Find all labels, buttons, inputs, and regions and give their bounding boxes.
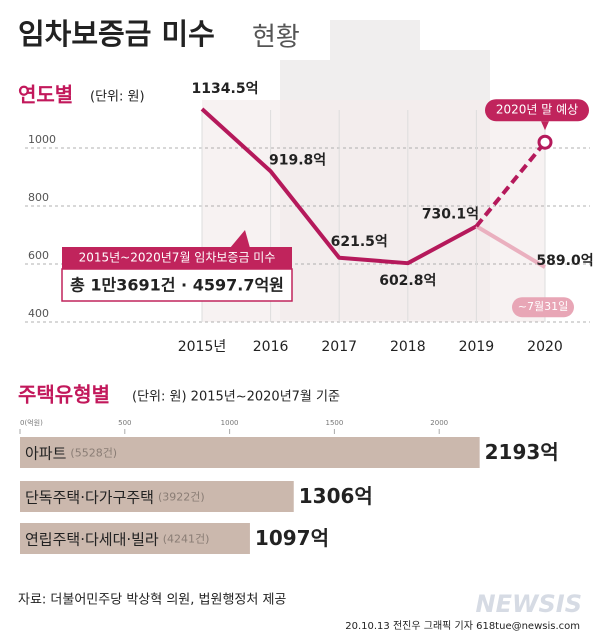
value-label: 621.5억 <box>331 234 388 250</box>
x-tick-label: 2015년 <box>178 339 227 355</box>
annotation-pointer <box>230 230 250 248</box>
callout-box <box>512 297 574 318</box>
unit: (단위: 원) 2015년~2020년7월 기준 <box>132 390 340 405</box>
credit: 20.10.13 전진우 그래픽 기자 618tue@newsis.com <box>345 620 580 632</box>
value-label: 2193억 <box>485 440 559 464</box>
title: 임차보증금 미수 <box>18 17 215 51</box>
bar <box>20 523 250 554</box>
category-count: (5528건) <box>70 447 117 460</box>
callout-pointer <box>541 121 549 131</box>
value-label: 919.8억 <box>269 152 326 168</box>
value-label: 589.0억 <box>536 253 593 269</box>
category-name: 단독주택·다가구주택 <box>25 488 154 506</box>
bar <box>20 437 480 468</box>
line-series <box>474 140 547 228</box>
value-label: 730.1억 <box>422 206 479 222</box>
line-series <box>475 224 547 269</box>
y-tick-label: 400 <box>28 307 49 320</box>
category-label: 연립주택·다세대·빌라 (4241건) <box>25 530 209 548</box>
value-label: 1134.5억 <box>192 81 259 97</box>
category-name: 아파트 <box>25 444 67 462</box>
y-tick-label: 800 <box>28 191 49 204</box>
x-tick-label: 2000 <box>430 419 448 427</box>
category-count: (3922건) <box>158 491 205 504</box>
x-tick-label: 2017 <box>321 339 357 355</box>
x-tick-label: 2016 <box>253 339 289 355</box>
x-tick-label: 500 <box>118 419 131 427</box>
x-tick-label: 2019 <box>459 339 495 355</box>
x-tick-label: 0(억원) <box>20 418 43 427</box>
x-tick-label: 2018 <box>390 339 426 355</box>
annotation-header <box>62 247 292 269</box>
annotation-body <box>61 268 293 302</box>
y-tick-label: 600 <box>28 249 49 262</box>
logo: NEWSIS <box>476 590 582 618</box>
category-label: 단독주택·다가구주택 (3922건) <box>25 488 205 506</box>
callout-box <box>485 99 589 122</box>
x-tick-label: 1500 <box>325 419 343 427</box>
section-title: 연도별 <box>18 83 73 107</box>
y-tick-label: 1000 <box>28 133 56 146</box>
value-label: 1306억 <box>299 484 373 508</box>
annotation-text: 총 1만3691건 · 4597.7억원 <box>70 276 284 295</box>
value-label: 1097억 <box>255 526 329 550</box>
category-name: 연립주택·다세대·빌라 <box>25 530 159 548</box>
bar <box>20 481 294 512</box>
x-tick-label: 1000 <box>221 419 239 427</box>
value-label: 602.8억 <box>379 273 436 289</box>
section-title: 주택유형별 <box>18 383 110 407</box>
unit: (단위: 원) <box>90 90 145 105</box>
category-count: (4241건) <box>163 533 210 546</box>
callout-text: 2020년 말 예상 <box>496 103 578 117</box>
callout-text: ~7월31일 <box>518 299 568 313</box>
line-series <box>200 107 478 266</box>
category-label: 아파트 (5528건) <box>25 444 117 462</box>
title-suffix: 현황 <box>252 23 300 53</box>
x-tick-label: 2020 <box>527 339 563 355</box>
source: 자료: 더불어민주당 박상혁 의원, 법원행정처 제공 <box>18 592 286 608</box>
point-marker <box>537 134 553 150</box>
annotation-heading: 2015년~2020년7월 임차보증금 미수 <box>79 251 276 265</box>
